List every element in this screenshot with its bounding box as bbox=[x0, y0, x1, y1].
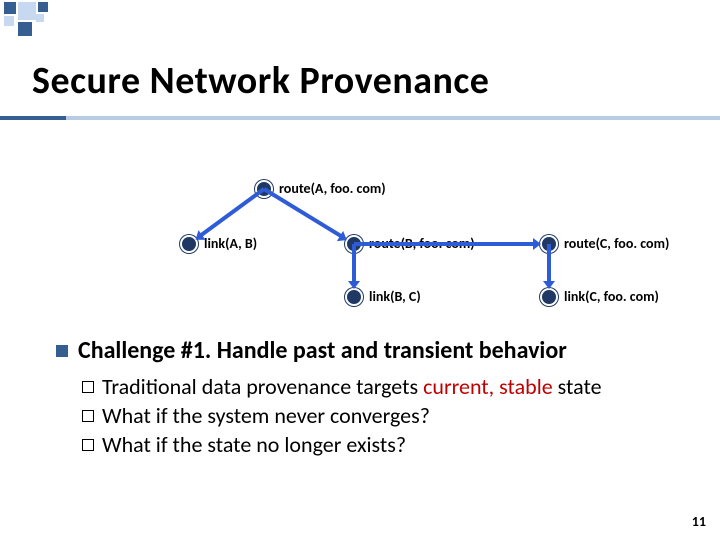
arrowhead-icon bbox=[348, 281, 360, 289]
node-linkBC bbox=[345, 288, 363, 306]
edge bbox=[199, 187, 265, 237]
node-linkCF bbox=[540, 288, 558, 306]
bullet-square-icon bbox=[56, 345, 68, 357]
open-box-icon bbox=[82, 439, 94, 451]
emphasis-text: current, stable bbox=[423, 373, 553, 400]
provenance-diagram: route(A, foo. com)link(A, B)route(B, foo… bbox=[150, 180, 680, 310]
edge bbox=[352, 244, 356, 283]
node-label-linkAB: link(A, B) bbox=[204, 235, 257, 252]
node-label-routeC: route(C, foo. com) bbox=[564, 235, 669, 252]
node-label-routeA: route(A, foo. com) bbox=[279, 180, 386, 197]
open-box-icon bbox=[82, 410, 94, 422]
slide-number: 11 bbox=[692, 513, 706, 530]
sub-bullet: What if the state no longer exists? bbox=[82, 431, 676, 458]
challenge-heading: Challenge #1. Handle past and transient … bbox=[56, 336, 676, 365]
open-box-icon bbox=[82, 381, 94, 393]
slide-corner-decoration bbox=[0, 0, 120, 40]
title-rule bbox=[0, 116, 720, 120]
body-text: Challenge #1. Handle past and transient … bbox=[56, 336, 676, 460]
sub-bullet: What if the system never converges? bbox=[82, 402, 676, 429]
arrowhead-icon bbox=[543, 281, 555, 289]
slide-title: Secure Network Provenance bbox=[32, 58, 489, 104]
sub-bullet: Traditional data provenance targets curr… bbox=[82, 373, 676, 400]
edge bbox=[547, 244, 551, 283]
challenge-heading-text: Challenge #1. Handle past and transient … bbox=[78, 336, 567, 365]
node-label-linkCF: link(C, foo. com) bbox=[564, 288, 659, 305]
node-label-linkBC: link(B, C) bbox=[369, 288, 421, 305]
arrowhead-icon bbox=[533, 238, 541, 250]
edge bbox=[354, 242, 535, 246]
